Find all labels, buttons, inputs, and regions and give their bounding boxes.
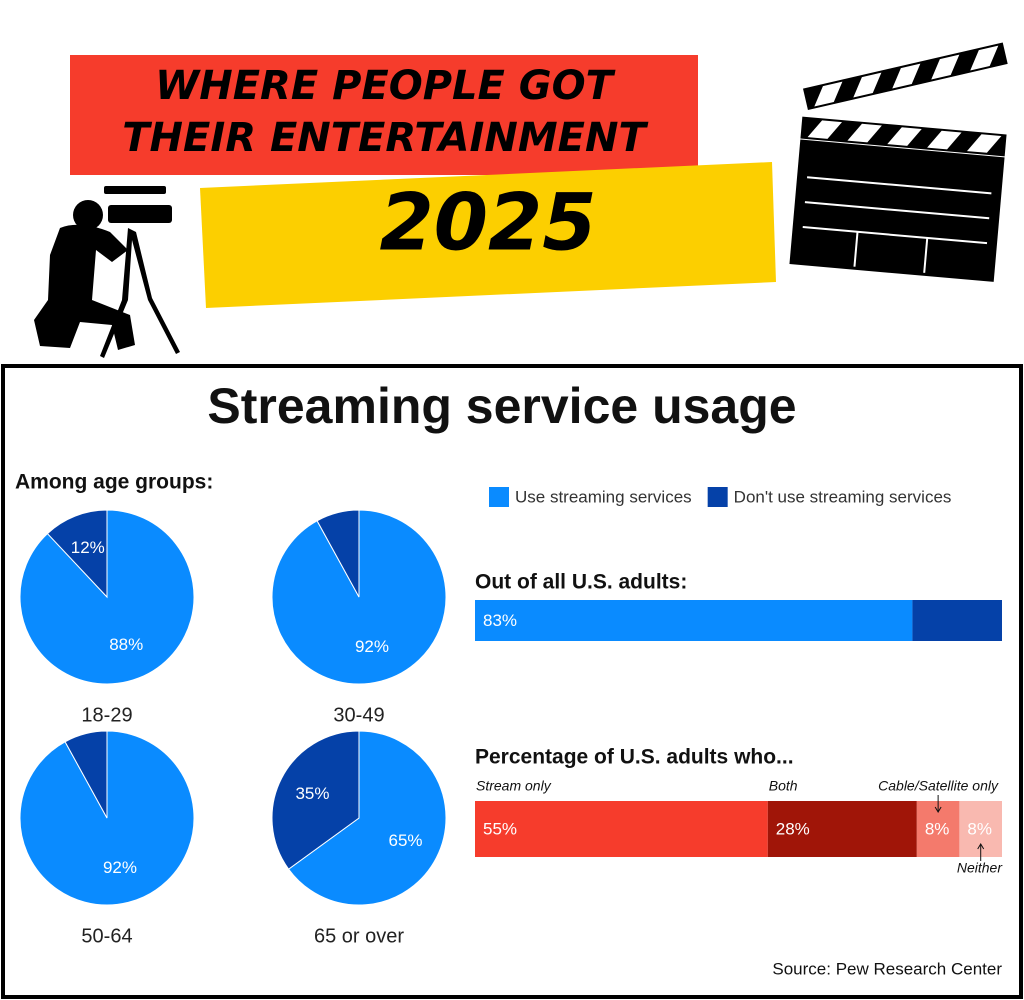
segment-name: Both: [769, 778, 798, 794]
clapperboard-icon: [789, 42, 1008, 282]
pie-label: 65 or over: [314, 925, 404, 947]
pie-label: 30-49: [333, 704, 384, 726]
pie-slice: [287, 730, 447, 906]
bar-label: 28%: [776, 819, 810, 838]
legend-swatch: [707, 487, 728, 507]
bar-segment: [767, 801, 917, 857]
cameraman-icon: [34, 186, 180, 358]
year-banner: [200, 162, 776, 308]
bar-segment: [912, 600, 1002, 641]
pie-label: 50-64: [81, 925, 132, 947]
bar-segment: [475, 801, 768, 857]
pie-slice: [64, 730, 108, 819]
pie-slice: [271, 730, 360, 870]
segment-name: Cable/Satellite only: [878, 778, 999, 794]
pie-slice: [316, 509, 360, 598]
bar-label: 83%: [483, 611, 517, 630]
chart-title: Among age groups:: [15, 471, 213, 494]
slice-label: 92%: [355, 637, 389, 656]
title-banner: [70, 55, 698, 175]
bar-label: 55%: [483, 819, 517, 838]
pie-label: 18-29: [81, 704, 132, 726]
bar-label: 8%: [967, 819, 992, 838]
arrow-head: [934, 806, 942, 813]
year: 2025: [379, 178, 596, 268]
legend-label: Don't use streaming services: [734, 487, 952, 506]
chart-title: Percentage of U.S. adults who...: [475, 746, 794, 769]
slice-label: 35%: [295, 784, 329, 803]
panel: [1, 364, 1023, 999]
segment-name: Neither: [957, 860, 1003, 876]
pie-slice: [46, 509, 108, 599]
chart-title: Out of all U.S. adults:: [475, 571, 687, 594]
arrow-head: [977, 843, 985, 850]
legend-swatch: [489, 487, 509, 507]
segment-name: Stream only: [476, 778, 552, 794]
slice-label: 12%: [71, 538, 105, 557]
bar-label: 8%: [925, 819, 950, 838]
slice-label: 88%: [109, 635, 143, 654]
slice-label: 65%: [388, 831, 422, 850]
section-title: Streaming service usage: [207, 378, 796, 434]
source: Source: Pew Research Center: [772, 959, 1002, 978]
legend-label: Use streaming services: [515, 487, 692, 506]
slice-label: 92%: [103, 858, 137, 877]
bar-segment: [475, 600, 913, 641]
title-line: WHERE PEOPLE GOT: [155, 63, 616, 109]
title-line: THEIR ENTERTAINMENT: [122, 115, 648, 161]
